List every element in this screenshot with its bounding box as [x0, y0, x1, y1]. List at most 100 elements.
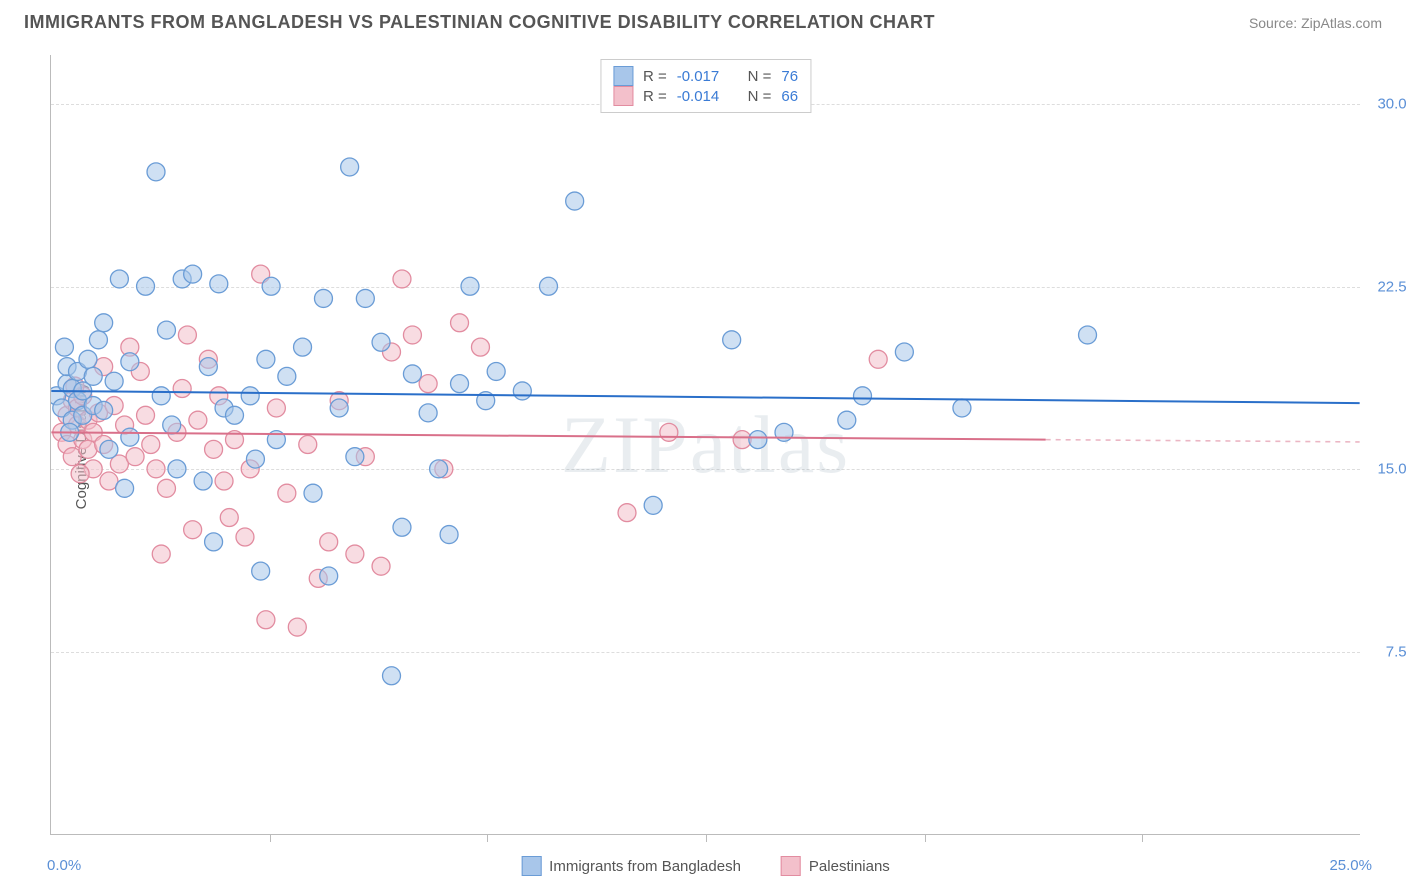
data-point	[110, 270, 128, 288]
scatter-svg	[51, 55, 1360, 834]
r-label: R =	[643, 88, 667, 105]
data-point	[356, 289, 374, 307]
data-point	[330, 399, 348, 417]
data-point	[126, 448, 144, 466]
data-point	[147, 460, 165, 478]
data-point	[189, 411, 207, 429]
y-tick-label: 7.5%	[1386, 644, 1406, 661]
data-point	[451, 314, 469, 332]
data-point	[869, 350, 887, 368]
n-label: N =	[748, 68, 772, 85]
data-point	[84, 367, 102, 385]
data-point	[341, 158, 359, 176]
data-point	[403, 326, 421, 344]
data-point	[226, 406, 244, 424]
data-point	[178, 326, 196, 344]
n-label: N =	[748, 88, 772, 105]
data-point	[246, 450, 264, 468]
data-point	[71, 465, 89, 483]
data-point	[205, 533, 223, 551]
data-point	[267, 399, 285, 417]
legend-swatch-series2	[781, 856, 801, 876]
data-point	[294, 338, 312, 356]
trend-line	[51, 432, 1045, 439]
data-point	[346, 545, 364, 563]
legend-bottom: Immigrants from Bangladesh Palestinians	[521, 856, 890, 876]
data-point	[184, 265, 202, 283]
data-point	[220, 509, 238, 527]
data-point	[288, 618, 306, 636]
data-point	[55, 338, 73, 356]
data-point	[419, 375, 437, 393]
series1-n-value: 76	[781, 68, 798, 85]
data-point	[487, 362, 505, 380]
plot-area: R = -0.017 N = 76 R = -0.014 N = 66 ZIPa…	[50, 55, 1360, 835]
data-point	[299, 436, 317, 454]
data-point	[278, 484, 296, 502]
data-point	[320, 533, 338, 551]
series2-r-value: -0.014	[677, 88, 720, 105]
data-point	[199, 358, 217, 376]
data-point	[157, 321, 175, 339]
data-point	[1079, 326, 1097, 344]
x-tick-0: 0.0%	[47, 857, 81, 874]
data-point	[257, 350, 275, 368]
data-point	[215, 472, 233, 490]
data-point	[854, 387, 872, 405]
data-point	[372, 557, 390, 575]
x-tick-mark	[925, 834, 926, 842]
data-point	[152, 545, 170, 563]
series1-r-value: -0.017	[677, 68, 720, 85]
data-point	[953, 399, 971, 417]
data-point	[205, 440, 223, 458]
y-tick-label: 30.0%	[1377, 95, 1406, 112]
data-point	[152, 387, 170, 405]
data-point	[194, 472, 212, 490]
data-point	[147, 163, 165, 181]
x-tick-mark	[487, 834, 488, 842]
x-tick-1: 25.0%	[1329, 857, 1372, 874]
r-label: R =	[643, 68, 667, 85]
data-point	[304, 484, 322, 502]
data-point	[79, 350, 97, 368]
data-point	[749, 431, 767, 449]
data-point	[540, 277, 558, 295]
data-point	[137, 277, 155, 295]
data-point	[461, 277, 479, 295]
data-point	[116, 479, 134, 497]
chart-title: IMMIGRANTS FROM BANGLADESH VS PALESTINIA…	[24, 12, 935, 33]
data-point	[105, 372, 123, 390]
series1-name: Immigrants from Bangladesh	[549, 858, 741, 875]
y-tick-label: 15.0%	[1377, 461, 1406, 478]
data-point	[383, 667, 401, 685]
data-point	[262, 277, 280, 295]
data-point	[372, 333, 390, 351]
data-point	[403, 365, 421, 383]
series2-name: Palestinians	[809, 858, 890, 875]
data-point	[95, 401, 113, 419]
data-point	[252, 562, 270, 580]
series2-n-value: 66	[781, 88, 798, 105]
data-point	[257, 611, 275, 629]
y-tick-label: 22.5%	[1377, 278, 1406, 295]
data-point	[430, 460, 448, 478]
data-point	[100, 440, 118, 458]
data-point	[89, 331, 107, 349]
data-point	[393, 518, 411, 536]
data-point	[320, 567, 338, 585]
data-point	[895, 343, 913, 361]
data-point	[513, 382, 531, 400]
data-point	[419, 404, 437, 422]
data-point	[142, 436, 160, 454]
x-tick-mark	[1142, 834, 1143, 842]
data-point	[184, 521, 202, 539]
trend-line-extrapolated	[1046, 440, 1360, 442]
x-tick-mark	[706, 834, 707, 842]
legend-swatch-series1	[521, 856, 541, 876]
data-point	[236, 528, 254, 546]
data-point	[566, 192, 584, 210]
data-point	[121, 428, 139, 446]
data-point	[838, 411, 856, 429]
data-point	[168, 460, 186, 478]
data-point	[440, 526, 458, 544]
